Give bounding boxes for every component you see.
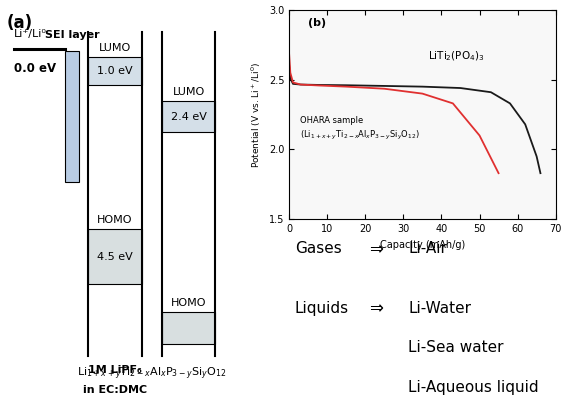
Text: ⇒: ⇒ (369, 299, 382, 317)
Text: Li$_{1+x+y}$Ti$_{2-x}$Al$_x$P$_{3-y}$Si$_y$O$_{12}$: Li$_{1+x+y}$Ti$_{2-x}$Al$_x$P$_{3-y}$Si$… (77, 365, 226, 382)
Text: Li-Sea water: Li-Sea water (408, 340, 503, 355)
Text: Li-Water: Li-Water (408, 301, 471, 316)
Bar (88, 229, 142, 284)
Text: HOMO: HOMO (97, 215, 133, 225)
Text: 2.4 eV: 2.4 eV (171, 111, 206, 122)
Text: SEI layer: SEI layer (45, 30, 100, 40)
Bar (162, 312, 215, 344)
Text: LiTi$_2$(PO$_4$)$_3$: LiTi$_2$(PO$_4$)$_3$ (428, 49, 484, 63)
Text: LUMO: LUMO (99, 43, 131, 53)
Bar (88, 57, 142, 85)
Text: Liquids: Liquids (295, 301, 349, 316)
Text: Li⁺/Li⁰: Li⁺/Li⁰ (14, 30, 47, 40)
Text: in EC:DMC: in EC:DMC (83, 385, 147, 395)
Text: Li-Aqueous liquid: Li-Aqueous liquid (408, 380, 539, 395)
Text: (a): (a) (7, 14, 33, 32)
Y-axis label: Potential (V vs. Li$^+$/Li$^0$): Potential (V vs. Li$^+$/Li$^0$) (250, 62, 263, 167)
Bar (162, 101, 215, 132)
Text: Gases: Gases (295, 241, 341, 256)
Text: (b): (b) (308, 18, 326, 28)
Text: HOMO: HOMO (171, 298, 206, 308)
X-axis label: Capacity (mAh/g): Capacity (mAh/g) (380, 240, 465, 250)
Text: OHARA sample
(Li$_{1+x+y}$Ti$_{2-x}$Al$_x$P$_{3-y}$Si$_y$O$_{12}$): OHARA sample (Li$_{1+x+y}$Ti$_{2-x}$Al$_… (300, 116, 420, 143)
Text: 1M LiPF₆: 1M LiPF₆ (88, 365, 142, 375)
Text: ⇒: ⇒ (369, 240, 382, 258)
Text: LUMO: LUMO (172, 87, 205, 97)
Bar (65, 51, 79, 182)
Text: 1.0 eV: 1.0 eV (97, 66, 133, 76)
Text: Li-Air: Li-Air (408, 241, 447, 256)
Text: 4.5 eV: 4.5 eV (97, 252, 133, 262)
Text: 0.0 eV: 0.0 eV (14, 62, 56, 75)
